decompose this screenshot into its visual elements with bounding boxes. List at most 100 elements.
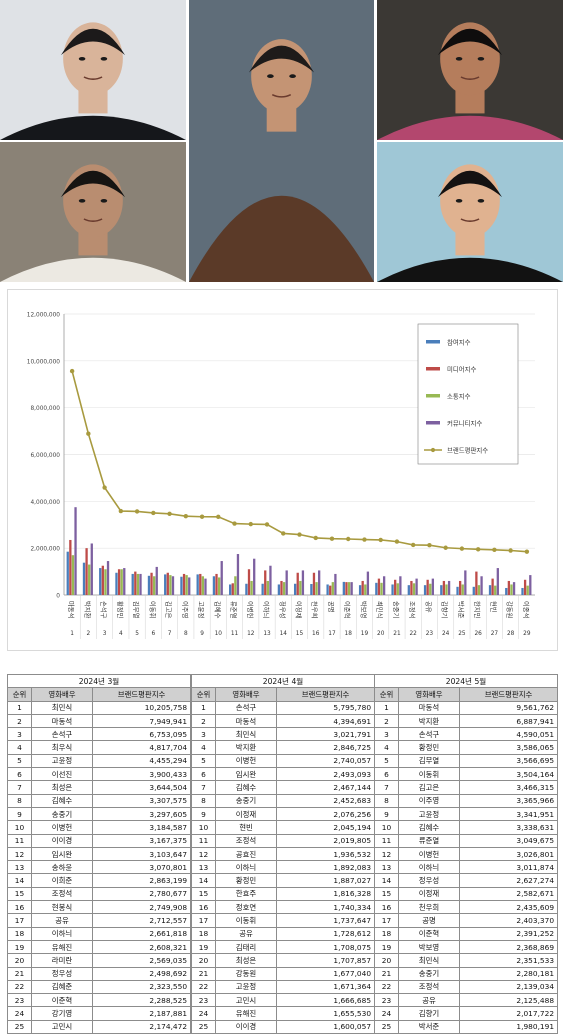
index-value-cell: 3,566,695 bbox=[458, 753, 559, 769]
index-value-cell: 2,661,818 bbox=[91, 926, 192, 941]
rank-cell: 4 bbox=[191, 740, 216, 755]
rank-label: 15 bbox=[296, 631, 304, 637]
actor-name-cell: 공유 bbox=[398, 993, 460, 1008]
table-row: 2 박지환 6,887,941 bbox=[374, 713, 559, 729]
bar-1 bbox=[261, 583, 264, 595]
rank-cell: 15 bbox=[374, 886, 399, 902]
actor-name-cell: 이동휘 bbox=[215, 913, 277, 928]
table-row: 8 김혜수 3,307,575 bbox=[7, 793, 192, 808]
actor-name-cell: 박지환 bbox=[398, 713, 460, 729]
line-point bbox=[492, 547, 497, 553]
photo-mouth bbox=[460, 76, 480, 80]
ranking-table-3: 2024년 5월 순위 영화배우 브랜드평판지수 1 마동석 9,561,762 2 박지환 6,… bbox=[373, 673, 559, 1034]
table-row: 23 고민시 1,666,685 bbox=[191, 993, 376, 1008]
table-row: 12 공효진 1,936,532 bbox=[191, 846, 376, 862]
table-row: 16 정호연 1,740,334 bbox=[191, 900, 376, 915]
bar-1 bbox=[407, 585, 410, 595]
index-value-cell: 3,504,164 bbox=[458, 767, 559, 782]
photo-body bbox=[377, 257, 563, 282]
index-value-cell: 1,708,075 bbox=[275, 939, 376, 955]
actor-name-cell: 정호연 bbox=[215, 900, 277, 915]
bar-4 bbox=[334, 573, 337, 595]
actor-name-cell: 이준혁 bbox=[31, 993, 93, 1008]
column-header: 영화배우 bbox=[31, 687, 93, 702]
index-value-cell: 3,338,631 bbox=[458, 820, 559, 835]
rank-cell: 3 bbox=[7, 727, 32, 742]
table-row: 9 송중기 3,297,605 bbox=[7, 806, 192, 822]
x-tick-label: 류준열 bbox=[230, 601, 238, 619]
photo-mouth bbox=[460, 218, 480, 222]
actor-name-cell: 박서준 bbox=[398, 1019, 460, 1034]
bar-1 bbox=[456, 586, 459, 595]
rank-label: 14 bbox=[280, 631, 288, 637]
actor-name-cell: 고윤정 bbox=[31, 753, 93, 769]
actor-name-cell: 라미란 bbox=[31, 953, 93, 968]
photo-top-right-art bbox=[377, 0, 563, 140]
rank-label: 7 bbox=[168, 631, 172, 637]
bar-4 bbox=[480, 576, 483, 595]
index-value-cell: 3,103,647 bbox=[91, 846, 192, 862]
table-row: 2 마동석 7,949,941 bbox=[7, 713, 192, 729]
column-header: 영화배우 bbox=[215, 687, 277, 702]
line-point bbox=[313, 535, 318, 541]
bar-2 bbox=[410, 580, 413, 595]
index-value-cell: 2,627,274 bbox=[458, 873, 559, 888]
index-value-cell: 1,655,530 bbox=[275, 1006, 376, 1021]
index-value-cell: 2,498,692 bbox=[91, 966, 192, 981]
bar-4 bbox=[269, 565, 272, 595]
bar-3 bbox=[153, 576, 156, 595]
rank-label: 16 bbox=[312, 631, 320, 637]
index-value-cell: 6,887,941 bbox=[458, 713, 559, 729]
legend-label: 브랜드평판지수 bbox=[447, 445, 488, 454]
y-tick-label: 10,000,000 bbox=[27, 359, 61, 365]
bar-4 bbox=[139, 573, 142, 595]
line-point bbox=[524, 549, 530, 554]
rank-label: 8 bbox=[184, 631, 188, 637]
photo-center bbox=[189, 0, 374, 282]
rank-cell: 15 bbox=[191, 886, 216, 902]
rank-cell: 18 bbox=[191, 926, 216, 941]
index-value-cell: 9,561,762 bbox=[458, 700, 559, 715]
rank-cell: 21 bbox=[7, 966, 32, 981]
bar-1 bbox=[147, 575, 151, 595]
rank-label: 20 bbox=[377, 631, 385, 637]
rank-label: 10 bbox=[215, 631, 223, 637]
line-point bbox=[443, 545, 448, 550]
rank-label: 6 bbox=[151, 631, 155, 637]
bar-3 bbox=[217, 577, 221, 595]
rank-cell: 21 bbox=[374, 966, 399, 981]
index-value-cell: 1,728,612 bbox=[275, 926, 376, 941]
bar-2 bbox=[150, 572, 153, 595]
bar-4 bbox=[464, 570, 467, 595]
line-point bbox=[329, 536, 335, 541]
table-row: 24 유해진 1,655,530 bbox=[191, 1006, 376, 1021]
index-value-cell: 2,403,370 bbox=[458, 913, 559, 928]
table-row: 21 강동원 1,677,040 bbox=[191, 966, 376, 981]
x-tick-label: 김향기 bbox=[441, 601, 450, 618]
bar-2 bbox=[312, 572, 316, 595]
ranking-table-2: 2024년 4월 순위 영화배우 브랜드평판지수 1 손석구 5,795,780 2 마동석 4,… bbox=[190, 673, 376, 1034]
table-period: 2024년 5월 bbox=[373, 673, 559, 689]
x-tick-label: 조정석 bbox=[408, 601, 417, 618]
table-row: 12 이병헌 3,026,801 bbox=[374, 846, 559, 862]
rank-label: 24 bbox=[442, 631, 450, 637]
rank-cell: 9 bbox=[7, 806, 32, 822]
rank-label: 11 bbox=[231, 631, 239, 637]
rank-label: 2 bbox=[87, 631, 91, 637]
table-row: 24 김향기 2,017,722 bbox=[374, 1006, 559, 1021]
bar-2 bbox=[280, 580, 283, 595]
actor-name-cell: 공효진 bbox=[215, 846, 277, 862]
index-value-cell: 1,980,191 bbox=[458, 1019, 559, 1034]
table-row: 5 김무열 3,566,695 bbox=[374, 753, 559, 769]
bar-3 bbox=[185, 575, 188, 595]
index-value-cell: 2,288,525 bbox=[91, 993, 192, 1008]
x-tick-label: 박서준 bbox=[457, 601, 466, 619]
index-value-cell: 2,608,321 bbox=[91, 939, 192, 955]
legend-swatch bbox=[426, 421, 440, 425]
photo-body bbox=[0, 115, 186, 140]
photo-bottom-right bbox=[377, 142, 563, 282]
rank-cell: 20 bbox=[191, 953, 216, 968]
photo-mouth bbox=[271, 93, 292, 98]
line-point bbox=[346, 536, 351, 542]
line-point bbox=[86, 431, 91, 436]
